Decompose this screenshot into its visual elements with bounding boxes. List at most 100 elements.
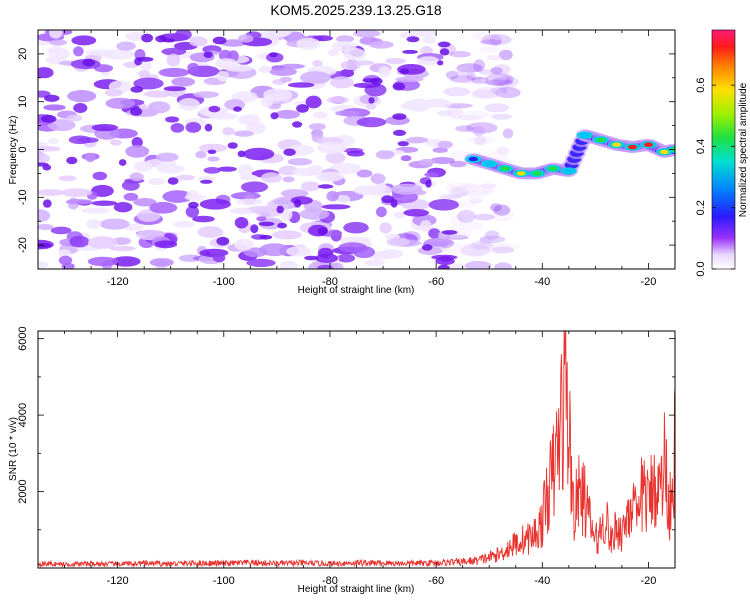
noise-blob	[449, 160, 467, 168]
noise-blob	[326, 96, 350, 104]
noise-blob	[170, 123, 185, 133]
noise-blob	[296, 37, 321, 50]
noise-core	[137, 56, 154, 62]
noise-core	[437, 60, 444, 66]
noise-core	[42, 199, 52, 208]
noise-blob	[315, 253, 339, 263]
noise-blob	[353, 185, 381, 196]
noise-blob	[195, 150, 207, 159]
noise-blob	[187, 62, 200, 73]
noise-core	[425, 179, 432, 188]
noise-blob	[258, 65, 272, 73]
noise-blob	[338, 242, 368, 253]
ridge-peak	[548, 166, 558, 171]
noise-blob	[305, 95, 322, 109]
noise-blob	[317, 141, 347, 154]
noise-blob	[337, 253, 355, 263]
noise-blob	[240, 174, 258, 181]
noise-blob	[479, 235, 506, 243]
colorbar-gradient	[711, 29, 736, 270]
noise-blob	[38, 141, 49, 148]
noise-blob	[85, 49, 116, 56]
noise-blob	[448, 185, 458, 198]
noise-blob	[455, 125, 475, 132]
noise-blob	[46, 47, 63, 53]
x-tick-label: -120	[107, 575, 129, 587]
colorbar-tick-label: 0.6	[695, 78, 707, 93]
noise-blob	[199, 198, 231, 210]
noise-blob	[104, 89, 123, 97]
noise-blob	[48, 138, 59, 145]
noise-core	[167, 177, 179, 185]
noise-blob	[163, 86, 186, 92]
noise-core	[38, 243, 52, 248]
noise-core	[269, 52, 278, 58]
snr-y-axis: 2000 4000 6000	[17, 326, 675, 569]
noise-blob	[469, 240, 494, 251]
noise-blob	[116, 41, 136, 51]
noise-blob	[424, 172, 439, 178]
noise-blob	[185, 122, 202, 133]
noise-core	[397, 141, 409, 147]
noise-blob	[493, 75, 519, 88]
noise-blob	[400, 102, 421, 110]
noise-core	[296, 104, 309, 113]
noise-core	[66, 156, 78, 165]
noise-blob	[435, 109, 463, 117]
noise-blob	[155, 152, 179, 162]
y-tick-label: 2000	[17, 479, 29, 503]
noise-core	[276, 205, 284, 214]
noise-blob	[315, 171, 344, 182]
x-tick-label: -40	[534, 276, 550, 288]
y-tick-label: 20	[17, 48, 29, 60]
snr-frame	[37, 330, 676, 569]
ridge-peak	[612, 142, 622, 147]
noise-blob	[246, 122, 267, 135]
spectrogram-y-axis: -20 -10 0 10 20	[17, 29, 675, 270]
x-tick-label: -120	[107, 276, 129, 288]
noise-blob	[487, 54, 503, 61]
noise-blob	[171, 77, 196, 87]
noise-blob	[465, 261, 492, 269]
noise-blob	[499, 49, 513, 61]
noise-blob	[38, 152, 51, 165]
noise-blob	[174, 30, 192, 41]
noise-blob	[175, 174, 196, 181]
y-tick-label: 0	[17, 146, 29, 152]
noise-blob	[494, 87, 521, 99]
noise-blob	[77, 137, 99, 144]
noise-core	[130, 86, 144, 93]
spectrogram-y-label: Frequency (Hz)	[8, 116, 19, 185]
noise-blob	[424, 99, 452, 108]
noise-blob	[217, 166, 237, 172]
ridge-peak	[500, 166, 510, 171]
noise-blob	[492, 77, 511, 85]
noise-blob	[335, 195, 351, 204]
noise-blob	[444, 234, 469, 240]
noise-blob	[185, 205, 200, 218]
noise-core	[40, 114, 57, 123]
noise-blob	[325, 152, 346, 164]
noise-blob	[243, 147, 275, 161]
noise-core	[233, 106, 242, 112]
noise-core	[42, 164, 52, 171]
noise-blob	[274, 199, 292, 205]
noise-core	[406, 36, 420, 43]
noise-blob	[282, 176, 295, 183]
noise-blob	[464, 200, 476, 208]
noise-core	[118, 159, 127, 166]
noise-core	[237, 150, 246, 158]
noise-blob	[489, 34, 502, 46]
noise-blob	[240, 181, 269, 193]
noise-blob	[65, 199, 93, 205]
noise-blob	[173, 220, 195, 228]
noise-core	[188, 201, 199, 209]
noise-core	[259, 235, 273, 240]
noise-blob	[422, 35, 436, 44]
noise-blob	[479, 183, 497, 189]
y-tick-label: 10	[17, 96, 29, 108]
noise-blob	[258, 30, 289, 38]
noise-core	[212, 36, 227, 45]
noise-blob	[279, 260, 298, 269]
noise-blob	[375, 150, 395, 160]
